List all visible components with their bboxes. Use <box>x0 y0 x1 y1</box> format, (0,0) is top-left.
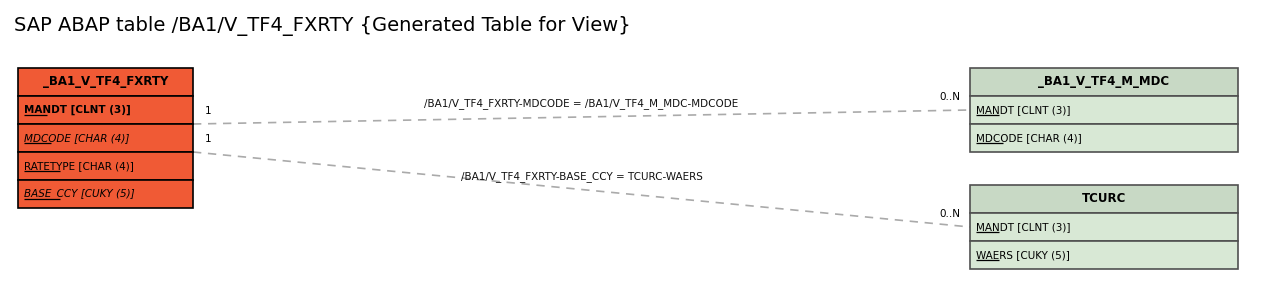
Text: _BA1_V_TF4_FXRTY: _BA1_V_TF4_FXRTY <box>43 75 168 88</box>
Text: MANDT [CLNT (3)]: MANDT [CLNT (3)] <box>24 105 130 115</box>
Text: SAP ABAP table /BA1/V_TF4_FXRTY {Generated Table for View}: SAP ABAP table /BA1/V_TF4_FXRTY {Generat… <box>14 16 631 36</box>
Text: 1: 1 <box>205 134 211 144</box>
Text: BASE_CCY [CUKY (5)]: BASE_CCY [CUKY (5)] <box>24 188 135 199</box>
Text: 1: 1 <box>205 106 211 116</box>
Bar <box>969 96 1237 124</box>
Text: _BA1_V_TF4_M_MDC: _BA1_V_TF4_M_MDC <box>1039 75 1169 88</box>
Bar <box>969 213 1237 241</box>
Text: MANDT [CLNT (3)]: MANDT [CLNT (3)] <box>976 222 1071 232</box>
Text: 0..N: 0..N <box>939 209 959 219</box>
Bar <box>18 68 193 96</box>
Bar <box>18 152 193 180</box>
Text: 0..N: 0..N <box>939 92 959 102</box>
Text: /BA1/V_TF4_FXRTY-BASE_CCY = TCURC-WAERS: /BA1/V_TF4_FXRTY-BASE_CCY = TCURC-WAERS <box>460 171 703 181</box>
Text: MDCODE [CHAR (4)]: MDCODE [CHAR (4)] <box>24 133 129 143</box>
Bar <box>969 185 1237 213</box>
Bar <box>18 124 193 152</box>
Bar <box>18 96 193 124</box>
Text: MDCODE [CHAR (4)]: MDCODE [CHAR (4)] <box>976 133 1082 143</box>
Bar <box>969 68 1237 96</box>
Text: TCURC: TCURC <box>1082 192 1126 206</box>
Bar <box>18 180 193 208</box>
Text: WAERS [CUKY (5)]: WAERS [CUKY (5)] <box>976 250 1069 260</box>
Bar <box>969 241 1237 269</box>
Text: /BA1/V_TF4_FXRTY-MDCODE = /BA1/V_TF4_M_MDC-MDCODE: /BA1/V_TF4_FXRTY-MDCODE = /BA1/V_TF4_M_M… <box>425 98 738 109</box>
Text: RATETYPE [CHAR (4)]: RATETYPE [CHAR (4)] <box>24 161 134 171</box>
Text: MANDT [CLNT (3)]: MANDT [CLNT (3)] <box>976 105 1071 115</box>
Bar <box>969 124 1237 152</box>
